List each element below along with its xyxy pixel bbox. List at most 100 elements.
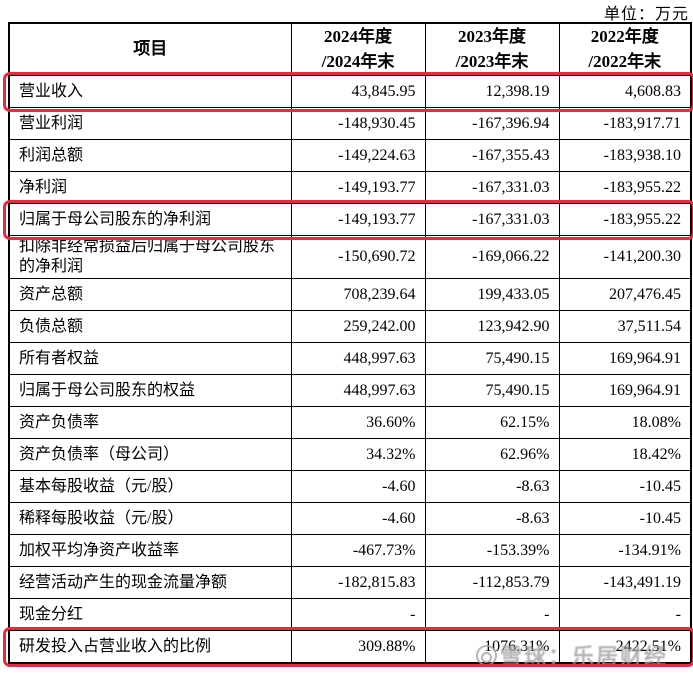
cell-value: -149,193.77 [290, 203, 426, 237]
table-row: 研发投入占营业收入的比例 309.88% 1076.31% 2422.51% [8, 630, 692, 664]
table-row: 稀释每股收益（元/股） -4.60 -8.63 -10.45 [8, 502, 692, 536]
row-label: 资产负债率 [8, 406, 292, 440]
cell-value: -10.45 [558, 502, 692, 536]
table-row: 所有者权益 448,997.63 75,490.15 169,964.91 [8, 342, 692, 376]
row-label: 营业收入 [8, 75, 292, 109]
cell-value: -149,224.63 [290, 139, 426, 173]
cell-value: -167,331.03 [424, 203, 560, 237]
cell-value: 36.60% [290, 406, 426, 440]
table-row: 基本每股收益（元/股） -4.60 -8.63 -10.45 [8, 470, 692, 504]
cell-value: 123,942.90 [424, 310, 560, 344]
cell-value: -167,396.94 [424, 107, 560, 141]
row-label: 加权平均净资产收益率 [8, 534, 292, 568]
cell-value: -169,066.22 [424, 235, 560, 280]
table-row: 负债总额 259,242.00 123,942.90 37,511.54 [8, 310, 692, 344]
row-label: 营业利润 [8, 107, 292, 141]
cell-value: -167,355.43 [424, 139, 560, 173]
table-row: 经营活动产生的现金流量净额 -182,815.83 -112,853.79 -143,… [8, 566, 692, 600]
cell-value: 169,964.91 [558, 342, 692, 376]
cell-value: -112,853.79 [424, 566, 560, 600]
cell-value: -148,930.45 [290, 107, 426, 141]
row-label: 现金分红 [8, 598, 292, 632]
table-row: 营业利润 -148,930.45 -167,396.94 -183,917.71 [8, 107, 692, 141]
header-2024-line2: /2024年末 [321, 51, 395, 71]
cell-value: 169,964.91 [558, 374, 692, 408]
cell-value: -10.45 [558, 470, 692, 504]
cell-value: -150,690.72 [290, 235, 426, 280]
row-label: 稀释每股收益（元/股） [8, 502, 292, 536]
cell-value: 309.88% [290, 630, 426, 664]
cell-value: 18.08% [558, 406, 692, 440]
row-label: 研发投入占营业收入的比例 [8, 630, 292, 664]
cell-value: -8.63 [424, 470, 560, 504]
table-row: 资产总额 708,239.64 199,433.05 207,476.45 [8, 278, 692, 312]
header-2023-line1: 2023年度 [458, 27, 526, 46]
financial-summary-table: 项目 2024年度 /2024年末 2023年度 /2023年末 2022年度 … [8, 22, 692, 665]
cell-value: -143,491.19 [558, 566, 692, 600]
cell-value: -149,193.77 [290, 171, 426, 205]
cell-value: 207,476.45 [558, 278, 692, 312]
cell-value: - [558, 598, 692, 632]
cell-value: -141,200.30 [558, 235, 692, 280]
row-label: 资产总额 [8, 278, 292, 312]
cell-value: -183,938.10 [558, 139, 692, 173]
row-label: 资产负债率（母公司） [8, 438, 292, 472]
row-label: 净利润 [8, 171, 292, 205]
header-2024: 2024年度 /2024年末 [290, 22, 426, 77]
cell-value: 708,239.64 [290, 278, 426, 312]
row-label: 归属于母公司股东的净利润 [8, 203, 292, 237]
cell-value: 259,242.00 [290, 310, 426, 344]
header-2022-line1: 2022年度 [590, 27, 659, 46]
row-label: 经营活动产生的现金流量净额 [8, 566, 292, 600]
cell-value: -153.39% [424, 534, 560, 568]
cell-value: 37,511.54 [558, 310, 692, 344]
cell-value: - [290, 598, 426, 632]
header-item: 项目 [8, 22, 292, 77]
table-row: 现金分红 - - - [8, 598, 692, 632]
table-row: 利润总额 -149,224.63 -167,355.43 -183,938.10 [8, 139, 692, 173]
row-label: 负债总额 [8, 310, 292, 344]
cell-value: 4,608.83 [558, 75, 692, 109]
header-2022-line2: /2022年末 [588, 51, 662, 71]
cell-value: 2422.51% [558, 630, 692, 664]
cell-value: -167,331.03 [424, 171, 560, 205]
table-row: 资产负债率 36.60% 62.15% 18.08% [8, 406, 692, 440]
cell-value: 43,845.95 [290, 75, 426, 109]
table-row: 资产负债率（母公司） 34.32% 62.96% 18.42% [8, 438, 692, 472]
row-label: 所有者权益 [8, 342, 292, 376]
table-row: 加权平均净资产收益率 -467.73% -153.39% -134.91% [8, 534, 692, 568]
cell-value: -134.91% [558, 534, 692, 568]
table-row: 归属于母公司股东的权益 448,997.63 75,490.15 169,964.91 [8, 374, 692, 408]
cell-value: -183,955.22 [558, 171, 692, 205]
table-row: 净利润 -149,193.77 -167,331.03 -183,955.22 [8, 171, 692, 205]
header-2022: 2022年度 /2022年末 [558, 22, 692, 77]
table-row: 扣除非经常损益后归属于母公司股东的净利润 -150,690.72 -169,066.… [8, 235, 692, 280]
cell-value: - [424, 598, 560, 632]
row-label: 归属于母公司股东的权益 [8, 374, 292, 408]
cell-value: -8.63 [424, 502, 560, 536]
row-label: 利润总额 [8, 139, 292, 173]
cell-value: 448,997.63 [290, 374, 426, 408]
row-label: 扣除非经常损益后归属于母公司股东的净利润 [8, 235, 292, 280]
cell-value: -4.60 [290, 502, 426, 536]
cell-value: 62.15% [424, 406, 560, 440]
table-row: 归属于母公司股东的净利润 -149,193.77 -167,331.03 -183,9… [8, 203, 692, 237]
cell-value: 12,398.19 [424, 75, 560, 109]
header-2023-line2: /2023年末 [455, 51, 529, 71]
unit-label: 单位：万元 [603, 6, 689, 23]
row-label: 基本每股收益（元/股） [8, 470, 292, 504]
cell-value: -183,917.71 [558, 107, 692, 141]
header-2024-line1: 2024年度 [324, 27, 392, 46]
cell-value: -183,955.22 [558, 203, 692, 237]
cell-value: -182,815.83 [290, 566, 426, 600]
header-row: 项目 2024年度 /2024年末 2023年度 /2023年末 2022年度 … [8, 22, 692, 77]
cell-value: 448,997.63 [290, 342, 426, 376]
cell-value: 1076.31% [424, 630, 560, 664]
table-row: 营业收入 43,845.95 12,398.19 4,608.83 [8, 75, 692, 109]
cell-value: -4.60 [290, 470, 426, 504]
cell-value: 18.42% [558, 438, 692, 472]
cell-value: 62.96% [424, 438, 560, 472]
cell-value: 75,490.15 [424, 342, 560, 376]
cell-value: 199,433.05 [424, 278, 560, 312]
